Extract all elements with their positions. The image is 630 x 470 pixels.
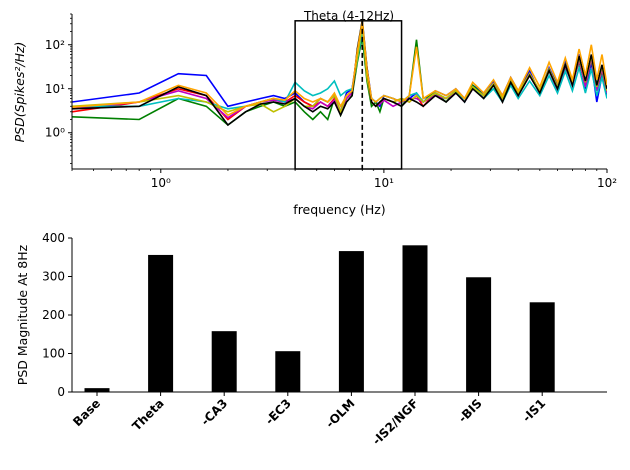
psd-xlabel: frequency (Hz): [293, 202, 385, 217]
bar-base: [84, 388, 110, 392]
bar-ylabel: PSD Magnitude At 8Hz: [15, 244, 30, 385]
bar-is2ngf: [402, 245, 428, 392]
bar-olm: [338, 251, 364, 392]
bar-axes: 0 100 200 300 400: [42, 231, 607, 399]
psd-series-line-8: [72, 21, 607, 117]
psd-series-group: [72, 20, 607, 127]
bar-category-label: Base: [70, 396, 103, 429]
psd-x-tick-label: 10²: [597, 176, 617, 190]
bar-category-label: Theta: [129, 396, 166, 433]
bar-theta: [148, 254, 174, 392]
bar-y-tick-label: 400: [42, 231, 65, 245]
bar-category-label: -IS1: [520, 396, 549, 425]
psd-axes: 10⁰ 10¹ 10² 10⁰ 10¹ 10²: [45, 13, 617, 190]
bar-bis: [466, 277, 492, 392]
bar-chart: 0 100 200 300 400 Base Theta -CA3 -EC3 -OLM -IS2/…: [15, 231, 607, 448]
psd-chart: 10⁰ 10¹ 10² 10⁰ 10¹ 10² Theta (4-12Hz) freque…: [12, 9, 617, 217]
psd-x-tick-label: 10⁰: [151, 176, 171, 190]
psd-y-tick-label: 10²: [45, 38, 65, 52]
bar-y-tick-label: 200: [42, 308, 65, 322]
bar-y-tick-label: 100: [42, 347, 65, 361]
psd-x-tick-label: 10¹: [374, 176, 394, 190]
psd-annotation-label: Theta (4-12Hz): [303, 9, 394, 23]
bar-ca3: [211, 331, 237, 392]
bar-y-tick-label: 0: [57, 385, 65, 399]
bar-y-tick-label: 300: [42, 270, 65, 284]
psd-y-tick-label: 10¹: [45, 82, 65, 96]
bar-ec3: [275, 351, 301, 392]
bar-category-label: -OLM: [323, 396, 357, 430]
psd-y-tick-label: 10⁰: [45, 126, 65, 140]
bar-is1: [529, 302, 555, 392]
bar-category-label: -BIS: [456, 396, 485, 425]
bar-category-label: -CA3: [198, 396, 230, 428]
bar-group: [84, 245, 555, 392]
bar-category-label: -EC3: [263, 396, 294, 427]
bar-category-labels: Base Theta -CA3 -EC3 -OLM -IS2/NGF -BIS -IS1: [70, 396, 548, 448]
bar-category-label: -IS2/NGF: [370, 396, 422, 448]
psd-ylabel: PSD(Spikes²/Hz): [12, 42, 27, 143]
psd-series-line-7: [72, 20, 607, 127]
